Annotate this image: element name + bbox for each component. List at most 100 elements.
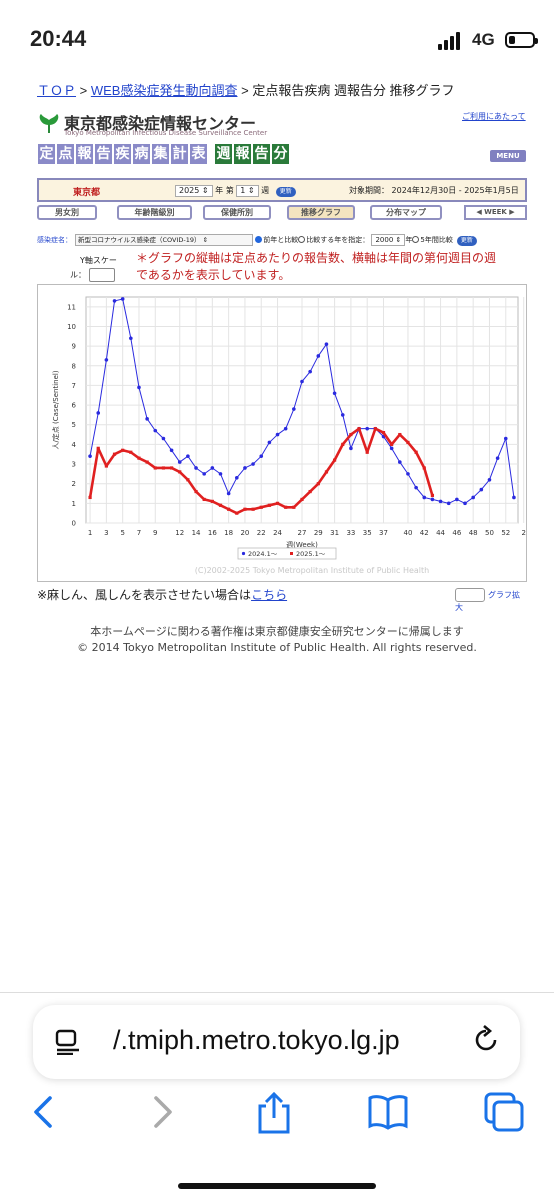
terms-of-use-link[interactable]: ご利用にあたって: [462, 112, 526, 121]
menu-button[interactable]: MENU: [490, 150, 526, 162]
legend-marker: [241, 551, 246, 556]
data-point-2: [169, 466, 174, 470]
y-axis-label: 人/定点 (Case/Sentinel): [51, 370, 60, 449]
target-period: 対象期間： 2024年12月30日 - 2025年1月5日: [349, 186, 519, 195]
x-tick-label: 31: [330, 529, 339, 537]
compare-year-select[interactable]: 2000 ⇕: [371, 234, 406, 246]
measles-link[interactable]: こちら: [251, 588, 288, 602]
week-unit: 週: [261, 186, 270, 195]
data-point-1: [332, 391, 337, 396]
x-tick-label: 5: [120, 529, 124, 537]
five-year-radio[interactable]: [412, 236, 420, 243]
bookmarks-icon[interactable]: [366, 1090, 410, 1134]
url-text: /.tmiph.metro.tokyo.lg.jp: [113, 1025, 400, 1055]
year-select[interactable]: 2025 ⇕: [175, 185, 213, 197]
graph-zoom-label: グラフ拡大: [455, 590, 520, 613]
data-point-1: [251, 462, 255, 466]
breadcrumb-top-link[interactable]: ＴＯＰ: [37, 83, 77, 98]
status-bar: 20:44 4G: [0, 0, 554, 78]
x-tick-label: 44: [436, 529, 445, 537]
data-point-1: [226, 491, 231, 496]
title-weekly-char: 分: [272, 144, 289, 164]
x-tick-label: 27: [298, 529, 307, 537]
breadcrumb-survey-link[interactable]: WEB感染症発生動向調査: [90, 83, 238, 98]
title-weekly-char: 告: [253, 144, 270, 164]
data-point-1: [259, 454, 264, 458]
view-tabs: 男女別 年齢階級別 保健所別 推移グラフ 分布マップ ◀ WEEK ▶: [37, 205, 527, 221]
data-point-2: [333, 458, 337, 462]
data-point-1: [398, 460, 402, 464]
tab-trend-graph[interactable]: 推移グラフ: [287, 205, 355, 220]
data-point-2: [275, 501, 280, 505]
data-point-2: [227, 507, 231, 511]
data-point-2: [430, 493, 435, 498]
x-tick-label: 18: [224, 529, 233, 537]
data-point-1: [300, 379, 304, 384]
forward-icon[interactable]: [140, 1090, 184, 1134]
data-point-1: [349, 446, 353, 451]
data-point-2: [381, 431, 386, 435]
address-bar[interactable]: /.tmiph.metro.tokyo.lg.jp: [33, 1005, 520, 1079]
data-point-2: [308, 489, 312, 494]
data-point-1: [340, 413, 345, 417]
y-tick-label: 3: [72, 461, 76, 469]
compare-year-radio[interactable]: [298, 236, 306, 243]
title-summary-char: 定: [38, 144, 55, 164]
chart-watermark: (C)2002-2025 Tokyo Metropolitan Institut…: [195, 566, 429, 575]
data-point-2: [324, 470, 329, 474]
week-select[interactable]: 1 ⇕: [236, 185, 259, 197]
y-scale-input[interactable]: [88, 268, 115, 282]
reload-icon[interactable]: [471, 1025, 501, 1055]
data-point-1: [145, 417, 149, 421]
tab-health-center[interactable]: 保健所別: [203, 205, 271, 220]
y-scale-label-1: Y軸スケー: [80, 256, 117, 265]
disease-update-button[interactable]: 更新: [456, 236, 477, 246]
data-point-2: [284, 505, 288, 509]
data-point-1: [153, 428, 158, 433]
compare-year-label: 比較する年を指定：: [306, 236, 370, 244]
tab-distribution-map[interactable]: 分布マップ: [370, 205, 442, 220]
data-point-2: [390, 442, 394, 446]
tabs-icon[interactable]: [482, 1090, 526, 1134]
data-point-1: [129, 336, 133, 341]
data-point-1: [186, 454, 190, 458]
compare-prev-radio[interactable]: [255, 236, 263, 243]
title-weekly-char: 週: [215, 144, 232, 164]
data-point-2: [88, 495, 92, 500]
share-icon[interactable]: [252, 1090, 296, 1134]
data-point-1: [267, 440, 272, 445]
data-point-2: [243, 507, 247, 511]
data-point-2: [210, 499, 214, 503]
measles-note: ※麻しん、風しんを表示させたい場合はこちら: [37, 586, 287, 603]
y-tick-label: 9: [72, 343, 76, 351]
five-year-label: 5年間比較: [420, 236, 453, 244]
back-icon[interactable]: [22, 1090, 66, 1134]
logo-japanese: 東京都感染症情報センター: [64, 114, 257, 133]
data-point-1: [463, 501, 467, 506]
data-point-2: [259, 505, 263, 509]
tab-age-group[interactable]: 年齢階級別: [117, 205, 192, 220]
y-tick-label: 1: [72, 500, 76, 508]
site-logo[interactable]: 東京都感染症情報センター Tokyo Metropolitan Infectio…: [38, 110, 498, 140]
graph-zoom[interactable]: グラフ拡大: [455, 588, 527, 613]
data-point-1: [446, 501, 451, 506]
data-point-1: [243, 466, 247, 470]
graph-zoom-checkbox[interactable]: [455, 588, 485, 602]
tab-sex[interactable]: 男女別: [37, 205, 97, 220]
update-button[interactable]: 更新: [275, 187, 296, 197]
week-navigation[interactable]: ◀ WEEK ▶: [464, 205, 527, 220]
data-point-1: [292, 407, 296, 411]
y-tick-label: 4: [72, 441, 77, 449]
data-point-2: [267, 503, 271, 507]
data-point-1: [503, 436, 508, 441]
page-menu-icon[interactable]: [55, 1029, 81, 1055]
data-point-1: [283, 426, 288, 431]
data-point-1: [194, 466, 198, 470]
data-point-2: [398, 432, 402, 437]
y-tick-label: 11: [67, 303, 76, 311]
x-tick-label: 29: [314, 529, 323, 537]
data-point-2: [137, 456, 141, 460]
y-tick-label: 2: [72, 480, 76, 488]
title-summary-char: 告: [95, 144, 112, 164]
disease-select[interactable]: 新型コロナウイルス感染症（COVID-19） ⇕: [75, 234, 253, 246]
